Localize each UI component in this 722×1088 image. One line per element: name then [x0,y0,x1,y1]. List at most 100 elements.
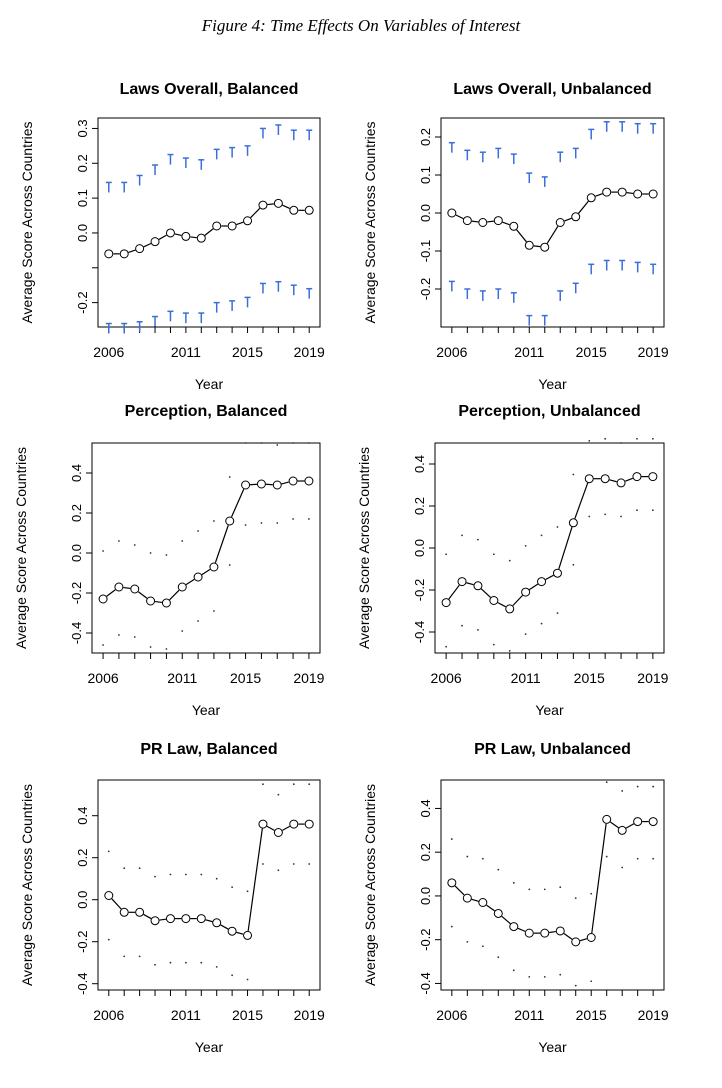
x-axis-label: Year [195,376,224,392]
y-tick-label: -0.2 [75,291,90,313]
y-tick-label: 0.0 [418,204,433,222]
lower-bound-dot [165,648,168,650]
x-tick-label: 2011 [514,1007,544,1023]
series-line-segment [545,574,554,581]
series-line-segment [454,885,465,896]
chart-panel-1: Laws Overall, Balanced -0.2 0.0 0.1 0.2 0.3 20… [19,81,325,392]
data-point [98,594,108,604]
data-point [493,908,503,918]
upper-bound-dot [450,838,453,840]
lower-bound-dot [292,518,294,520]
x-tick-label: 2015 [576,1007,607,1023]
upper-bound-dot [184,873,187,876]
lower-bound-dot [620,515,622,518]
series-line-segment [480,588,491,598]
data-point [289,819,299,829]
data-point [304,476,314,486]
data-point [114,582,124,592]
series-line-segment [516,229,527,243]
lower-bound-dot [559,973,562,976]
lower-bound-dot [244,524,247,526]
upper-bound-dot [445,553,448,556]
data-point [196,233,206,243]
data-point [540,242,550,252]
lower-bound-dot [450,925,453,928]
upper-bound-dot [466,855,469,858]
chart-panel-6: PR Law, Unbalanced -0.4 -0.2 0.0 0.2 0.4 2006 2… [362,741,669,1055]
lower-bound-dot [262,863,264,865]
data-point [478,898,488,907]
data-point [119,907,129,917]
data-point [648,817,658,827]
plot-frame [97,117,321,328]
lower-bound-dot [651,509,654,512]
data-point [540,928,550,938]
y-tick-label: 0.0 [412,539,427,557]
series-line-segment [471,898,479,902]
data-point [304,205,314,215]
upper-bound-dot [308,783,311,786]
x-axis-label: Year [538,1039,567,1055]
upper-bound-dot [181,540,184,542]
upper-bound-dot [652,785,655,788]
x-tick-label: 2019 [638,1007,669,1023]
y-tick-label: -0.2 [418,928,433,950]
data-point [165,914,175,924]
lower-bound-dot [107,938,110,941]
lower-bound-dot [543,975,546,978]
data-point [505,604,515,614]
x-tick-label: 2006 [88,670,119,686]
series-line-segment [267,203,274,206]
data-point [616,478,626,488]
series-line-segment [169,589,180,601]
data-point [600,474,610,484]
x-tick-label: 2015 [574,670,605,686]
upper-bound-dot [481,857,484,860]
upper-bound-dot [572,473,575,476]
data-point [241,480,251,490]
series-line-segment [236,221,244,226]
data-point [209,562,219,572]
upper-bound-dot [492,553,495,556]
lower-bound-dot [621,866,624,869]
data-point [243,216,253,226]
data-point [555,926,565,936]
upper-bound-dot [118,540,120,542]
upper-bound-dot [107,850,110,853]
series-line-segment [106,589,116,597]
data-point [273,828,283,837]
data-point [104,249,114,259]
upper-bound-dot [123,867,126,870]
upper-bound-dot [260,442,263,444]
upper-bound-dot [277,793,280,796]
upper-bound-dot [200,873,203,876]
series-line-segment [137,591,148,599]
data-point [493,216,503,226]
data-point [104,891,114,900]
data-point [150,237,160,247]
data-point [473,581,483,591]
lower-bound-dot [466,940,469,943]
y-axis-label: Average Score Across Countries [356,447,372,649]
lower-bound-dot [215,966,218,968]
series-line-segment [143,913,152,920]
data-point [584,474,594,484]
upper-bound-dot [292,442,294,444]
lower-bound-dot [149,646,152,648]
series-line-segment [625,477,634,482]
chart-panel-4: Perception, Unbalanced -0.4 -0.2 0.0 0.2 0.4 2… [356,403,669,718]
lower-bound-dot [231,974,234,977]
series-line-segment [626,192,634,195]
y-tick-label: -0.4 [75,972,90,994]
upper-bound-dot [636,437,638,440]
data-point [617,187,627,197]
lower-bound-dot [556,612,559,614]
data-point [632,472,642,482]
data-point [602,187,612,197]
upper-bound-dot [605,781,608,784]
data-point [447,208,457,218]
data-point [524,240,534,250]
upper-bound-dot [154,875,156,878]
upper-bound-dot [262,783,264,786]
upper-bound-dot [590,892,593,895]
